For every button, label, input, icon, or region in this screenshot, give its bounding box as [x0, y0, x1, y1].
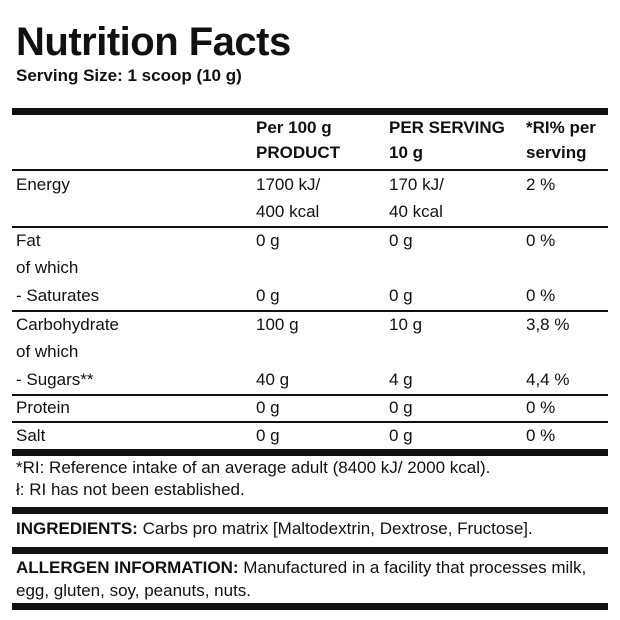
row-divider [12, 421, 608, 423]
nutrition-label: Nutrition Facts Serving Size: 1 scoop (1… [12, 14, 608, 610]
row-sugars-per100: 40 g [256, 370, 290, 389]
ingredients-divider [12, 507, 608, 514]
bottom-divider [12, 603, 608, 610]
col-perserving-line1: PER SERVING [389, 118, 505, 137]
row-energy-per100-line1: 1700 kJ/ [256, 175, 321, 194]
allergen-text: Manufactured in a facility that processe… [16, 558, 587, 600]
allergen-information: ALLERGEN INFORMATION: Manufactured in a … [16, 556, 604, 602]
row-fat-per100: 0 g [256, 231, 280, 250]
ri-footnote: *RI: Reference intake of an average adul… [16, 458, 491, 477]
col-ri-line2: serving [526, 143, 587, 162]
row-fat-ri: 0 % [526, 231, 556, 250]
allergen-label: ALLERGEN INFORMATION: [16, 558, 239, 577]
row-salt-ri: 0 % [526, 426, 556, 445]
row-energy-ri: 2 % [526, 175, 556, 194]
row-protein-name: Protein [16, 398, 70, 417]
top-divider [12, 108, 608, 115]
row-fat-of-which: of which [16, 258, 79, 277]
row-salt-per100: 0 g [256, 426, 280, 445]
row-sugars-name: - Sugars** [16, 370, 94, 389]
row-divider [12, 310, 608, 312]
row-carbohydrate-name: Carbohydrate [16, 315, 120, 334]
row-carbohydrate-ri: 3,8 % [526, 315, 570, 334]
row-saturates-name: - Saturates [16, 286, 100, 305]
col-ri-line1: *RI% per [526, 118, 596, 137]
not-established-footnote: ł: RI has not been established. [16, 480, 245, 499]
row-salt-name: Salt [16, 426, 46, 445]
ingredients-label: INGREDIENTS: [16, 519, 138, 538]
row-sugars-ri: 4,4 % [526, 370, 570, 389]
row-protein-serving: 0 g [389, 398, 413, 417]
row-saturates-ri: 0 % [526, 286, 556, 305]
row-fat-name: Fat [16, 231, 41, 250]
row-carbohydrate-per100: 100 g [256, 315, 299, 334]
row-divider [12, 394, 608, 396]
row-protein-per100: 0 g [256, 398, 280, 417]
row-energy-per100-line2: 400 kcal [256, 202, 320, 221]
row-energy-serving-line1: 170 kJ/ [389, 175, 444, 194]
row-sugars-serving: 4 g [389, 370, 413, 389]
serving-size: Serving Size: 1 scoop (10 g) [16, 66, 242, 85]
table-bottom-divider [12, 449, 608, 456]
col-perserving-line2: 10 g [389, 143, 424, 162]
page-title: Nutrition Facts [16, 20, 291, 64]
allergen-divider [12, 547, 608, 554]
row-protein-ri: 0 % [526, 398, 556, 417]
row-energy-name: Energy [16, 175, 70, 194]
ingredients: INGREDIENTS: Carbs pro matrix [Maltodext… [16, 517, 604, 540]
row-saturates-per100: 0 g [256, 286, 280, 305]
row-salt-serving: 0 g [389, 426, 413, 445]
row-saturates-serving: 0 g [389, 286, 413, 305]
row-divider [12, 226, 608, 228]
col-per100-line1: Per 100 g [256, 118, 332, 137]
col-per100-line2: PRODUCT [256, 143, 341, 162]
ingredients-text: Carbs pro matrix [Maltodextrin, Dextrose… [137, 519, 533, 538]
header-divider [12, 169, 608, 171]
row-fat-serving: 0 g [389, 231, 413, 250]
row-energy-serving-line2: 40 kcal [389, 202, 443, 221]
row-carbohydrate-serving: 10 g [389, 315, 423, 334]
row-carbohydrate-of-which: of which [16, 342, 79, 361]
